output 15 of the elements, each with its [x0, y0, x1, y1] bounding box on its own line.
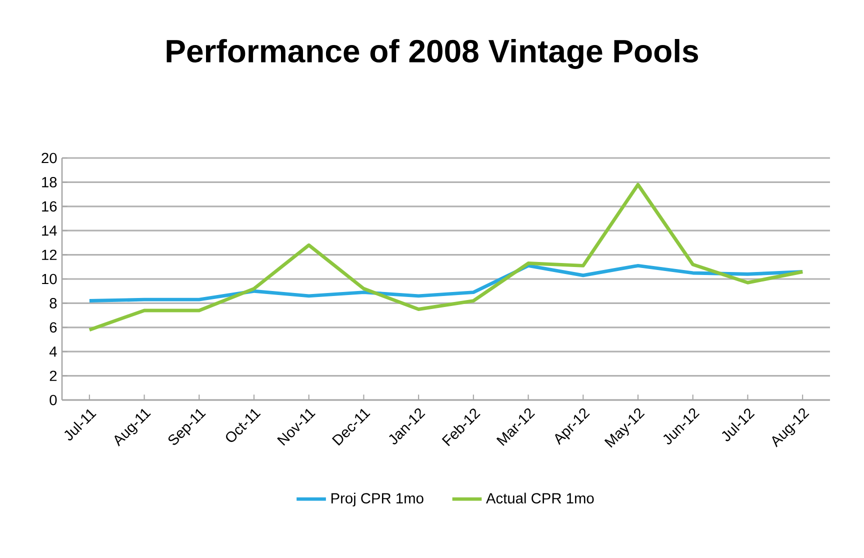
- y-tick-label: 20: [42, 152, 57, 164]
- y-tick-label: 14: [42, 226, 57, 236]
- legend-label: Actual CPR 1mo: [486, 492, 594, 504]
- line-series: [88, 182, 804, 332]
- y-tick-label: 18: [42, 177, 57, 188]
- y-tick-label: 16: [42, 201, 57, 212]
- y-tick-label: 8: [50, 298, 57, 308]
- legend-label: Proj CPR 1mo: [331, 492, 424, 506]
- chart-title: Performance of 2008 Vintage Pools: [166, 39, 698, 69]
- y-tick-label: 0: [50, 394, 57, 406]
- y-tick-label: 2: [50, 370, 57, 381]
- y-tick-label: 12: [42, 250, 57, 260]
- y-tick-label: 4: [49, 346, 57, 357]
- y-tick-label: 6: [50, 322, 57, 333]
- y-tick-label: 10: [42, 274, 57, 284]
